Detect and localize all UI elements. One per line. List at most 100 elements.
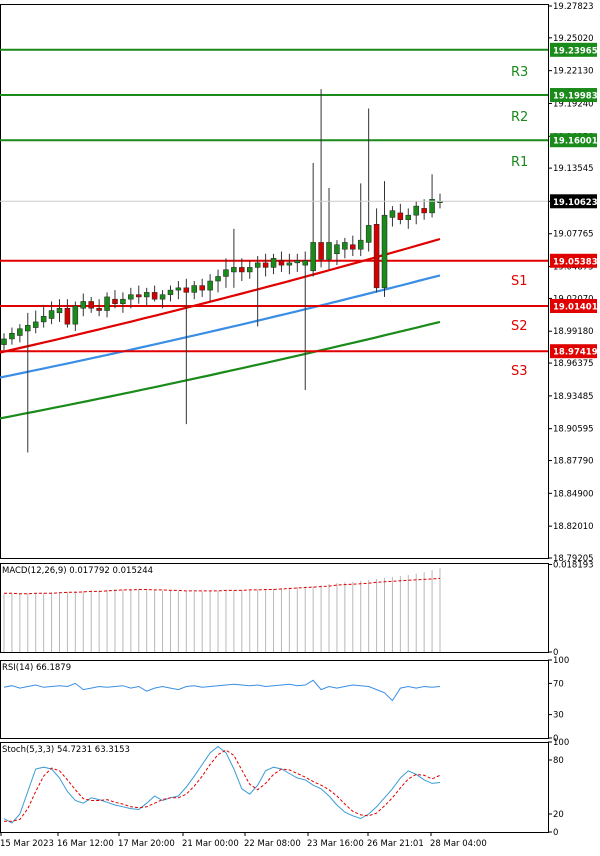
candle-body	[294, 260, 301, 264]
price-tick-label: 19.22130	[553, 67, 594, 77]
candle-body	[96, 308, 102, 311]
level-label-S1: S1	[511, 274, 528, 289]
candle-body	[207, 280, 213, 291]
candle-body	[262, 262, 269, 268]
price-tick-label: 19.27823	[553, 2, 594, 12]
level-tag: 19.05383	[553, 257, 598, 267]
rsi-label: RSI(14) 66.1879	[2, 663, 71, 673]
x-axis-label: 23 Mar 16:00	[307, 839, 364, 849]
candle-body	[365, 225, 372, 243]
candle-body	[270, 258, 277, 268]
rsi-line	[3, 679, 441, 702]
candle-body	[413, 205, 419, 216]
macd-signal-line	[4, 577, 441, 595]
candle-body	[246, 267, 253, 273]
candle-body	[215, 276, 221, 282]
candle-body	[72, 305, 79, 325]
candle-body	[128, 294, 134, 300]
level-tag: 19.19983	[553, 92, 598, 102]
price-tick-label: 19.19240	[553, 99, 594, 109]
price-tick-label: 18.84900	[553, 489, 594, 499]
candle-body	[191, 285, 198, 293]
stoch-label: Stoch(5,3,3) 54.7231 63.3153	[2, 745, 130, 755]
candle-body	[389, 210, 396, 218]
candle-body	[167, 289, 174, 295]
panel-border-1	[0, 563, 549, 653]
candle-body	[334, 244, 340, 255]
candle-body	[350, 244, 356, 250]
candle-body	[318, 242, 324, 260]
stoch-tick-label: 80	[553, 756, 564, 766]
candle-body	[342, 242, 348, 250]
moving-average-line-2	[0, 274, 441, 379]
candle-body	[254, 262, 261, 268]
candle-body	[104, 296, 110, 311]
candle-body	[239, 267, 245, 273]
level-tag-bg	[550, 298, 597, 313]
candle-body	[32, 321, 39, 328]
candle-body	[143, 292, 150, 298]
candle-body	[278, 260, 285, 266]
candle-body	[286, 262, 293, 266]
macd-tick-label: 0.018193	[553, 560, 594, 570]
candle-body	[326, 242, 332, 260]
x-axis-label: 28 Mar 04:00	[430, 839, 487, 849]
candle-body	[405, 214, 412, 220]
candle-body	[9, 333, 15, 340]
candle-body	[48, 310, 55, 319]
price-tick-label: 18.96375	[553, 359, 594, 369]
stoch-d-line	[4, 749, 441, 822]
candle-body	[80, 301, 87, 309]
stoch-k-line	[3, 745, 441, 824]
candle-body	[120, 298, 126, 304]
level-tag: 19.01401	[553, 302, 598, 312]
price-tick-label: 18.79205	[553, 554, 594, 564]
candle-body	[40, 315, 47, 323]
candle-body	[373, 224, 380, 289]
candle-body	[64, 308, 71, 325]
price-tick-label: 18.87790	[553, 457, 594, 467]
candle-body	[231, 267, 237, 273]
rsi-tick-label: 0	[553, 734, 558, 744]
price-tick-label: 19.07765	[553, 230, 594, 240]
candle-body	[112, 298, 118, 304]
last-price-tag: 19.10623	[553, 198, 598, 208]
moving-average-line-3	[0, 320, 441, 420]
candle-body	[302, 260, 308, 266]
level-tag: 18.97419	[553, 348, 598, 358]
candle-body	[88, 301, 94, 309]
candle-body	[56, 308, 63, 314]
price-tick-label: 18.99180	[553, 327, 594, 337]
panel-border-3	[0, 742, 549, 833]
stoch-tick-label: 20	[553, 810, 564, 820]
rsi-tick-label: 70	[553, 679, 564, 689]
level-tag: 19.16001	[553, 137, 598, 147]
candle-body	[136, 294, 142, 298]
candle-body	[151, 292, 158, 300]
panel-border-2	[0, 660, 549, 739]
level-label-R1: R1	[511, 155, 528, 170]
x-axis-label: 22 Mar 08:00	[244, 839, 301, 849]
candle-body	[17, 328, 23, 336]
candle-body	[397, 212, 404, 220]
level-tag-bg	[550, 253, 597, 268]
candle-body	[175, 287, 182, 291]
candle-body	[199, 285, 205, 291]
level-tag-bg	[550, 42, 597, 57]
macd-tick-label: 0	[553, 648, 558, 658]
x-axis-label: 17 Mar 20:00	[118, 839, 175, 849]
candle-body	[183, 287, 190, 293]
candle-body	[25, 325, 31, 332]
candle-body	[310, 242, 316, 272]
price-tick-label: 18.90595	[553, 425, 594, 435]
price-tick-label: 19.25020	[553, 34, 594, 44]
level-label-R2: R2	[511, 110, 528, 125]
candle-body	[421, 208, 427, 214]
level-label-S3: S3	[511, 364, 528, 379]
price-tick-label: 19.13545	[553, 164, 594, 174]
level-tag: 19.23965	[553, 46, 598, 56]
stoch-tick-label: 100	[553, 738, 569, 748]
